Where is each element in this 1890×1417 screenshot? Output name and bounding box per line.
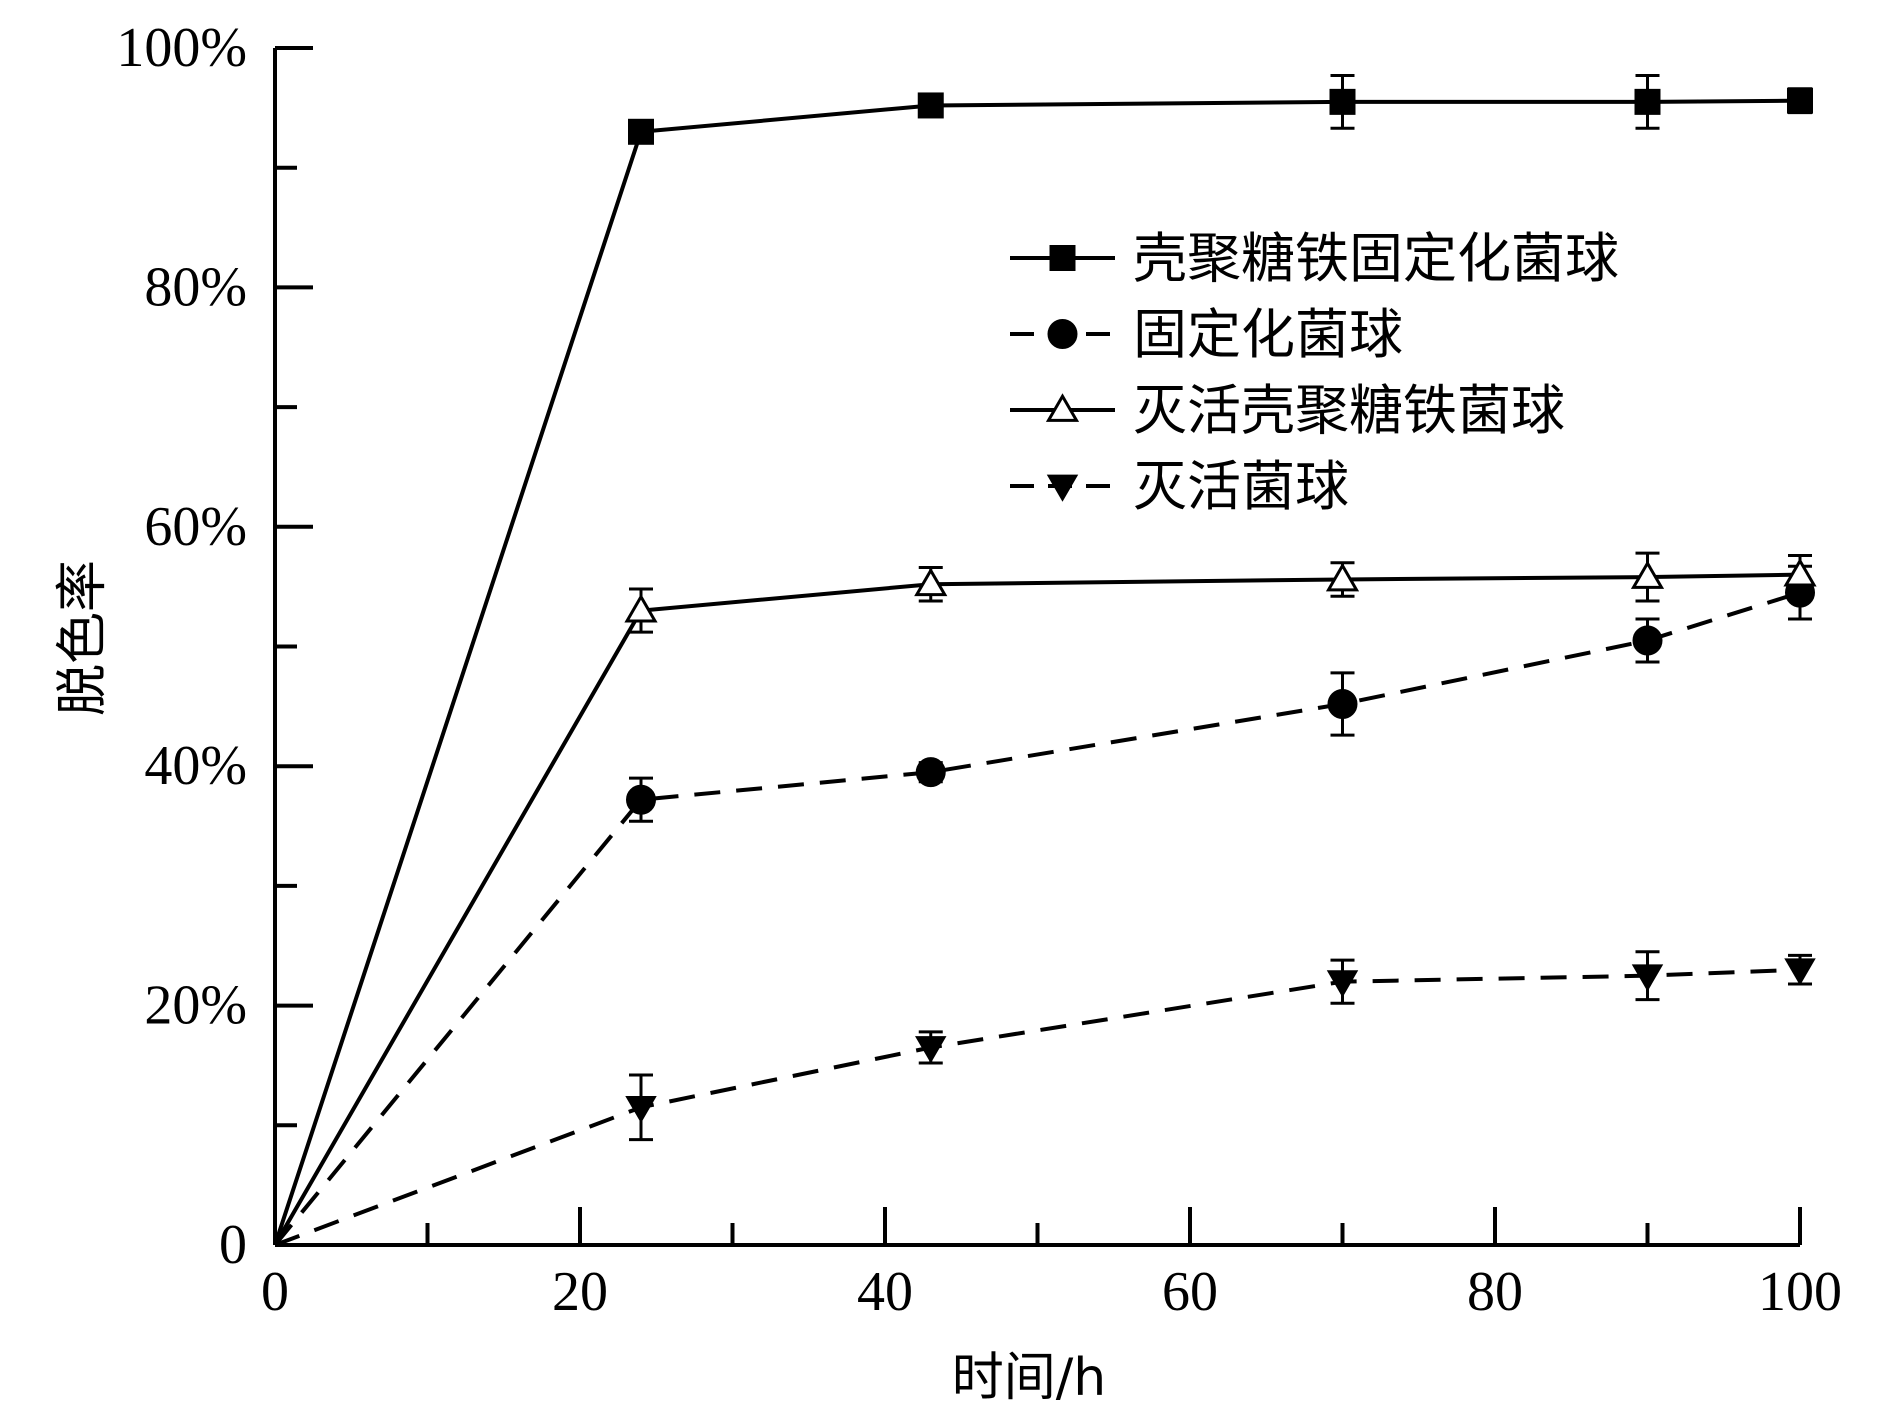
legend-label: 灭活菌球 xyxy=(1133,455,1349,518)
legend-item-3: 灭活壳聚糖铁菌球 xyxy=(1010,379,1565,442)
legend-marker xyxy=(1045,393,1080,422)
x-tick-label: 80 xyxy=(1467,1261,1523,1323)
data-point xyxy=(624,593,658,623)
data-point xyxy=(1325,562,1360,592)
legend-item-2: 固定化菌球 xyxy=(1010,303,1403,366)
series-1 xyxy=(273,74,1813,1246)
data-point xyxy=(1329,88,1356,115)
data-point xyxy=(1327,688,1358,719)
y-tick-label: 20% xyxy=(144,975,247,1037)
legend-marker xyxy=(1047,319,1078,349)
series-layer xyxy=(273,74,1817,1247)
legend-label: 固定化菌球 xyxy=(1133,303,1403,366)
legend-label: 壳聚糖铁固定化菌球 xyxy=(1133,227,1619,290)
legend-marker xyxy=(1049,245,1076,271)
axes: 0 20 40 60 80 100 0 20% 40% 60% 80% 100% xyxy=(116,17,1842,1323)
y-tick-label: 60% xyxy=(144,496,247,558)
legend-item-1: 壳聚糖铁固定化菌球 xyxy=(1010,227,1619,290)
legend-label: 灭活壳聚糖铁菌球 xyxy=(1133,379,1565,442)
data-point xyxy=(1630,560,1665,589)
data-point xyxy=(915,757,946,788)
y-axis-title: 脱色率 xyxy=(53,560,113,716)
series-line xyxy=(273,572,1801,1246)
data-point xyxy=(1631,964,1664,992)
data-point xyxy=(914,567,948,597)
series-line xyxy=(273,98,1801,1246)
x-axis-title: 时间/h xyxy=(952,1348,1106,1408)
data-point xyxy=(917,92,944,119)
series-3 xyxy=(273,551,1817,1246)
data-point xyxy=(915,1036,947,1064)
series-4 xyxy=(274,950,1816,1247)
data-point xyxy=(1634,88,1661,115)
y-tick-label: 40% xyxy=(144,735,247,797)
x-tick-label: 60 xyxy=(1162,1261,1218,1323)
x-tick-label: 0 xyxy=(261,1261,289,1323)
data-point xyxy=(626,784,656,815)
legend-item-4: 灭活菌球 xyxy=(1010,455,1349,518)
data-point xyxy=(625,1095,657,1124)
data-point xyxy=(1783,557,1817,587)
x-tick-label: 40 xyxy=(857,1261,913,1323)
series-line xyxy=(274,967,1801,1247)
data-point xyxy=(1787,87,1813,114)
data-point xyxy=(1632,625,1663,656)
y-tick-label: 0 xyxy=(219,1214,247,1276)
series-line xyxy=(273,590,1801,1247)
data-point xyxy=(628,118,654,145)
legend-marker xyxy=(1046,474,1079,502)
data-point xyxy=(1784,958,1816,986)
series-2 xyxy=(273,564,1815,1247)
x-tick-label: 20 xyxy=(552,1261,608,1323)
x-tick-label: 100 xyxy=(1758,1261,1842,1323)
y-tick-label: 80% xyxy=(144,256,247,318)
y-tick-label: 100% xyxy=(116,17,247,79)
data-point xyxy=(1326,970,1359,998)
